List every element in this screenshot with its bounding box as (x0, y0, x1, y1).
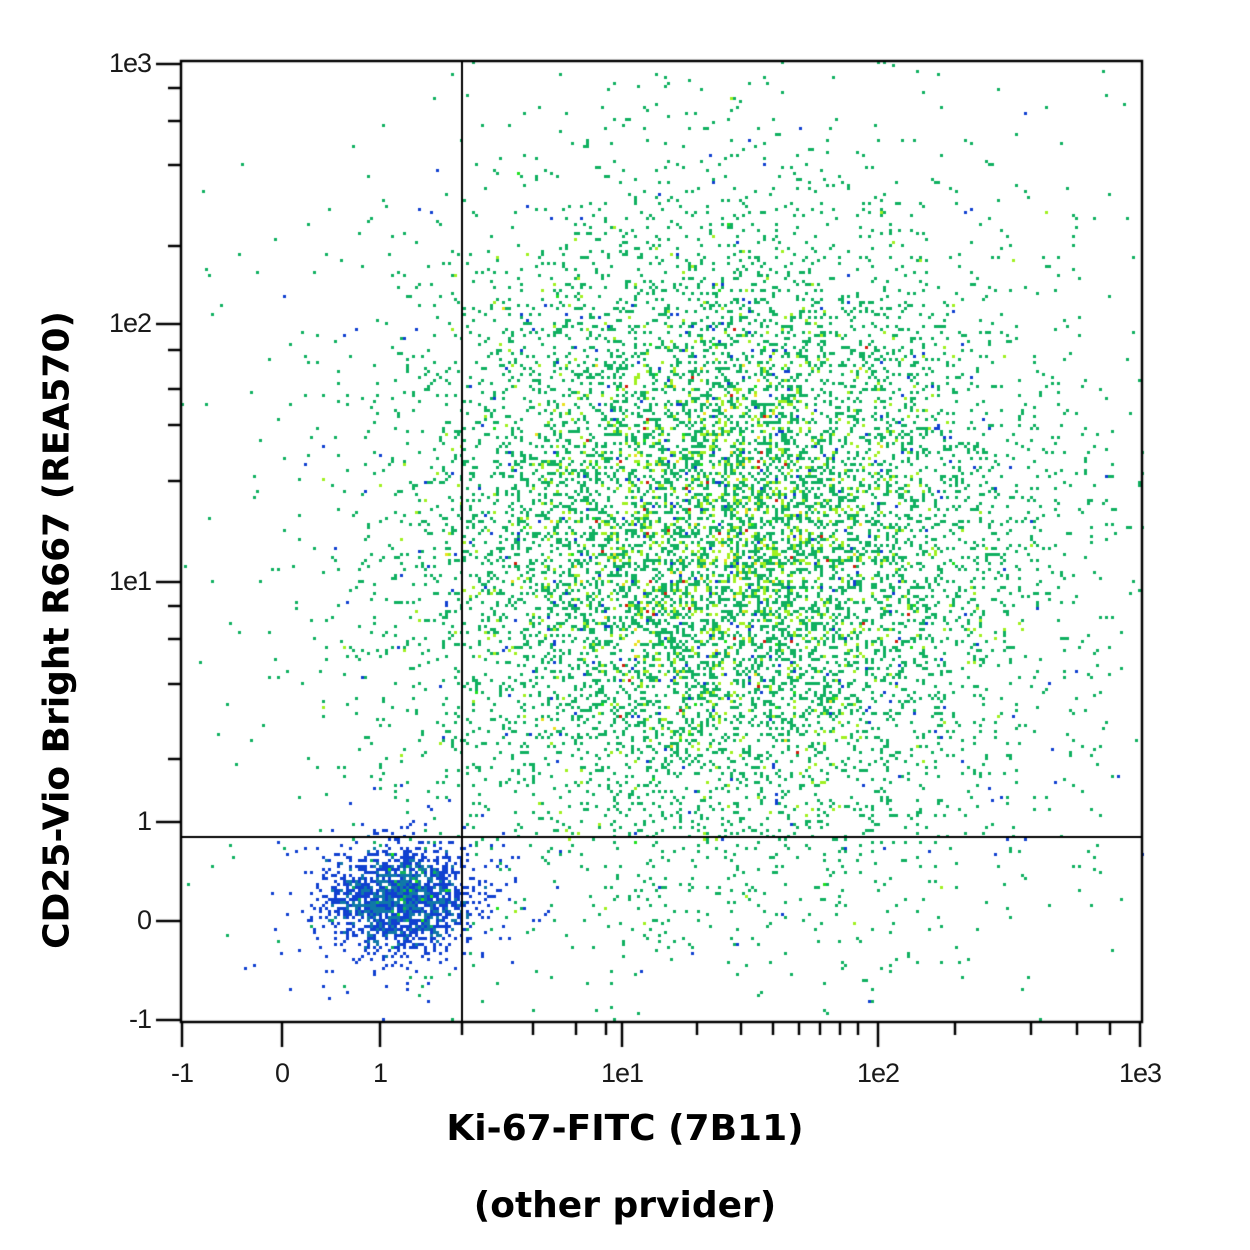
x-tick-label: 1e1 (600, 1058, 644, 1088)
x-tick-label: 1e2 (856, 1058, 900, 1088)
y-tick-label: 1e2 (108, 308, 152, 338)
x-axis-subtitle: (other prvider) (473, 1185, 777, 1226)
x-axis-title: Ki-67-FITC (7B11) (446, 1108, 804, 1149)
x-tick-label: 1 (372, 1058, 388, 1088)
y-tick-label: 1e1 (108, 566, 152, 596)
x-tick-label: 1e3 (1118, 1058, 1162, 1088)
y-axis-title: CD25-Vio Bright R667 (REA570) (36, 311, 78, 949)
y-tick-label: 0 (136, 905, 152, 935)
y-tick-label: -1 (128, 1004, 152, 1034)
y-tick-label: 1 (136, 806, 152, 836)
x-tick-label: -1 (170, 1058, 194, 1088)
x-tick-label: 0 (274, 1058, 290, 1088)
y-tick-label: 1e3 (108, 48, 152, 78)
